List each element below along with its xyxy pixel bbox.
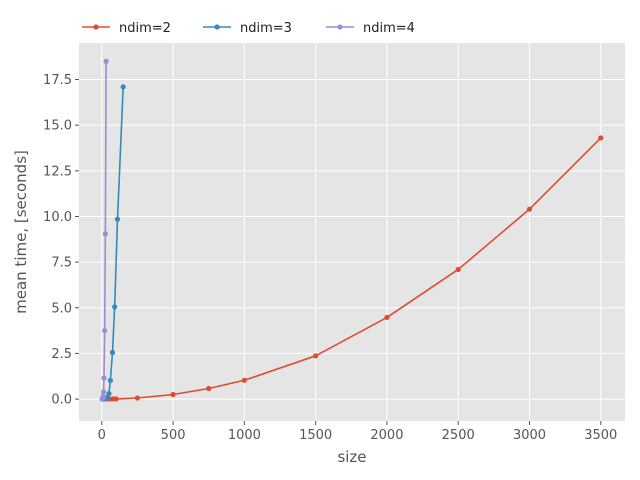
legend-label: ndim=4 [363,21,415,36]
data-point [113,396,119,402]
legend-marker [337,24,343,30]
y-tick-label: 10.0 [43,210,72,225]
grid-lines [79,43,625,421]
legend-item-ndim-3: ndim=3 [203,21,292,36]
y-axis-ticks: 0.0 2.5 5.0 7.5 10.0 12.5 15.0 17.5 [43,73,79,408]
x-tick-label: 2000 [370,428,403,443]
x-tick-label: 2500 [442,428,475,443]
legend: ndim=2 ndim=3 ndim=4 [82,21,415,36]
plot-area [79,43,625,421]
legend-label: ndim=3 [240,21,292,36]
data-point [101,375,107,381]
data-point [598,135,604,141]
data-point [134,395,141,401]
data-point [241,377,247,383]
data-point [106,391,112,397]
y-tick-label: 12.5 [43,164,72,179]
data-point [102,328,108,334]
y-tick-label: 2.5 [51,347,72,362]
y-axis-label: mean time, [seconds] [12,150,30,314]
y-tick-label: 15.0 [43,119,72,134]
y-tick-label: 5.0 [51,301,72,316]
x-tick-label: 500 [161,428,186,443]
y-tick-label: 7.5 [51,256,72,271]
x-tick-label: 3500 [584,428,617,443]
data-point [103,58,109,64]
series-ndim-4 [99,58,109,402]
data-point [313,353,319,359]
x-tick-label: 1000 [228,428,261,443]
data-point [112,304,118,310]
data-point [455,266,461,273]
data-point [206,385,212,392]
series-layer [99,58,604,402]
data-point [109,349,116,356]
data-point [526,206,533,212]
x-tick-label: 1500 [299,428,332,443]
data-point [102,231,108,237]
data-point [100,393,106,399]
data-point [114,216,121,222]
legend-marker [214,24,220,30]
data-point [384,314,390,321]
data-point [107,377,113,384]
legend-label: ndim=2 [119,21,171,36]
data-point [170,391,176,398]
legend-item-ndim-4: ndim=4 [326,21,415,36]
legend-item-ndim-2: ndim=2 [82,21,171,36]
y-tick-label: 0.0 [51,393,72,408]
y-tick-label: 17.5 [43,73,72,88]
data-point [100,389,107,395]
data-point [109,396,116,402]
x-tick-label: 3000 [513,428,546,443]
legend-marker [93,24,99,30]
x-tick-label: 0 [98,428,106,443]
data-point [120,84,126,90]
x-axis-label: size [337,448,366,466]
x-axis-ticks: 0 500 1000 1500 2000 2500 3000 3500 [98,421,617,443]
